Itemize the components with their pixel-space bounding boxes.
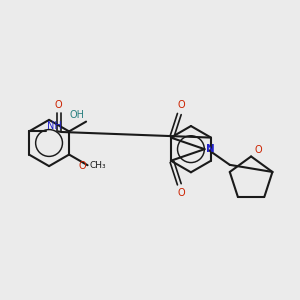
- Text: CH₃: CH₃: [89, 161, 106, 170]
- Text: O: O: [79, 161, 86, 171]
- Text: O: O: [178, 100, 185, 110]
- Text: O: O: [55, 100, 63, 110]
- Text: OH: OH: [70, 110, 85, 120]
- Text: O: O: [254, 145, 262, 155]
- Text: NH: NH: [47, 121, 62, 131]
- Text: O: O: [178, 188, 185, 198]
- Text: N: N: [206, 144, 214, 154]
